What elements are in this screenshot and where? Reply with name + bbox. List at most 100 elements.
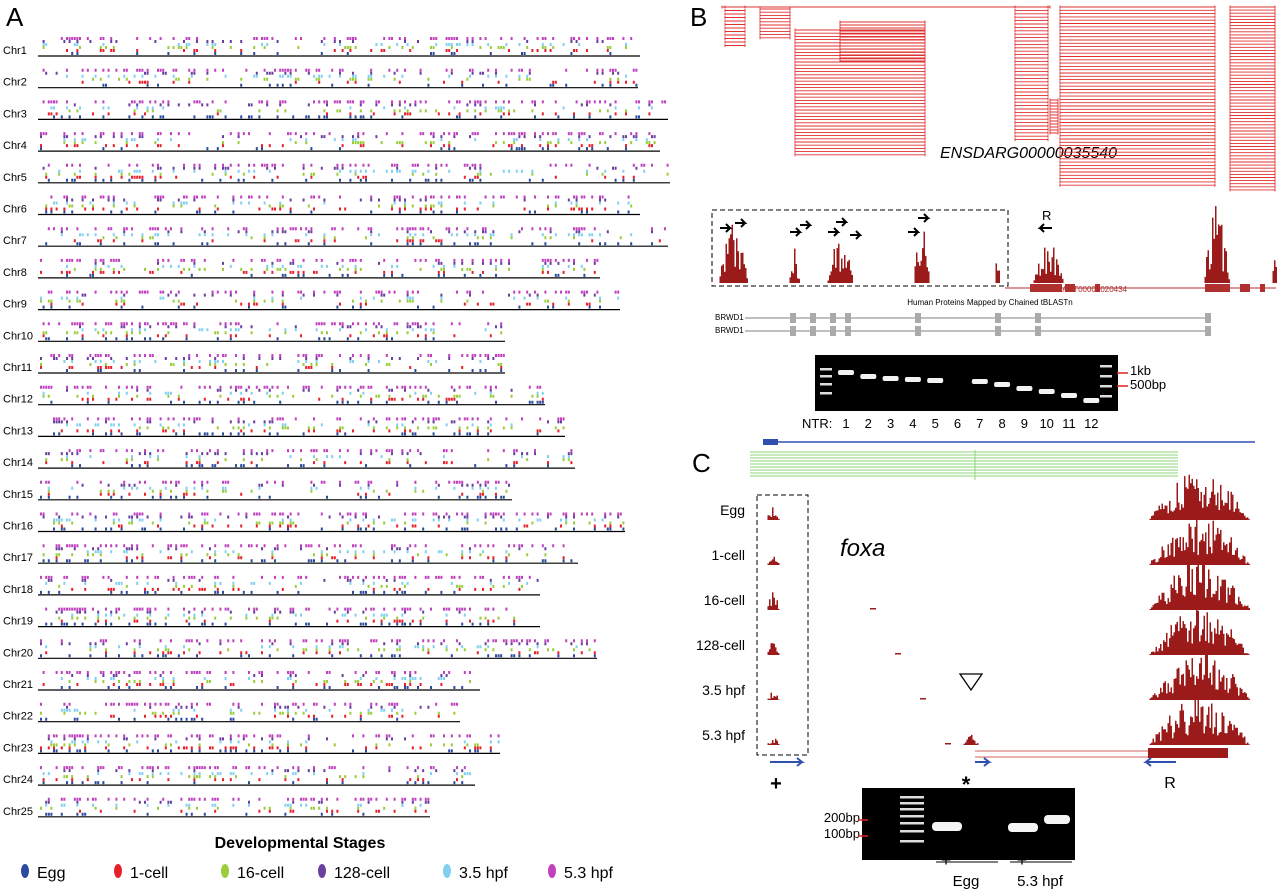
read-coverage: [920, 698, 926, 700]
exon: [1148, 748, 1228, 758]
stage-marks: [42, 683, 443, 686]
gel-band: [927, 378, 944, 383]
gel-band: [904, 377, 921, 382]
stage-marks: [53, 201, 630, 205]
legend-swatch: [548, 864, 556, 878]
primer-arrow: [800, 220, 813, 230]
exon: [763, 439, 778, 445]
stage-marks: [66, 198, 607, 202]
triangle-marker: [958, 673, 984, 692]
ladder-band: [1100, 375, 1112, 378]
legend-title: Developmental Stages: [215, 835, 386, 852]
stage-marks: [42, 671, 471, 674]
gel-band: [971, 379, 988, 384]
stage-marks: [63, 775, 464, 779]
stage-marks: [47, 797, 430, 801]
read-coverage: [1148, 561, 1250, 610]
stage-marks: [63, 141, 656, 145]
stage-marks: [45, 800, 430, 804]
stage-marks: [50, 195, 630, 199]
stage-marks: [45, 452, 573, 456]
gel-group: Egg: [953, 873, 980, 890]
stage-marks: [42, 68, 638, 72]
stage-marks: [71, 674, 448, 677]
read-coverage: [788, 248, 800, 283]
stage-marks: [79, 325, 503, 329]
gel-band: [860, 374, 877, 379]
chromosome-label: Chr19: [3, 616, 33, 628]
stage-marks: [60, 708, 404, 712]
dashed-box: [711, 209, 1009, 287]
ladder-band: [1100, 365, 1112, 368]
stage-marks: [47, 290, 620, 294]
stage-marks: [53, 115, 640, 119]
lane-number: 5: [932, 416, 939, 431]
stage-marks: [42, 559, 573, 563]
lane-number: 10: [1039, 416, 1053, 431]
read-coverage: [766, 592, 780, 610]
stage-marks: [40, 717, 399, 721]
primer-arrow: [850, 230, 863, 240]
stage-marks: [60, 37, 633, 40]
ladder-band: [820, 375, 832, 378]
stage-marks: [60, 429, 560, 433]
ladder-band: [900, 802, 924, 805]
transcript-id: ENSDART00000020434: [1040, 285, 1128, 294]
stage-marks: [40, 258, 599, 262]
stage-marks: [73, 239, 661, 243]
lane-number: 9: [1021, 416, 1028, 431]
primer-arrow: [836, 217, 849, 227]
read-coverage: [1148, 697, 1250, 745]
stage-marks: [60, 230, 654, 234]
protein-block: [830, 313, 836, 323]
stage-marks: [47, 227, 667, 231]
stage-marks: [40, 642, 588, 646]
stage-marks: [45, 461, 573, 465]
stage-marks: [50, 400, 544, 404]
protein-block: [830, 326, 836, 336]
chromosome-label: Chr16: [3, 521, 33, 533]
stage-marks: [40, 766, 466, 770]
read-coverage: [826, 243, 853, 283]
chromosome-label: Chr20: [3, 647, 33, 659]
dashed-box: [756, 494, 809, 756]
legend-swatch: [221, 864, 229, 878]
stage-marks: [42, 40, 604, 43]
stage-marks: [40, 639, 596, 643]
chromosome-label: Chr22: [3, 711, 33, 723]
chromosome-label: Chr21: [3, 679, 33, 691]
stage-marks: [138, 426, 565, 430]
stage-marks: [40, 144, 653, 148]
ladder-band: [900, 822, 924, 825]
stage-marks: [47, 489, 508, 493]
stage-marks: [58, 169, 646, 173]
stage-marks: [45, 175, 635, 179]
stage-marks: [42, 166, 638, 170]
stage-marks: [40, 480, 508, 484]
panel-label: C: [692, 448, 711, 478]
chromosome-label: Chr6: [3, 204, 27, 216]
gel-band: [882, 376, 899, 381]
primer-arrow: [735, 218, 748, 228]
stage-marks: [55, 547, 547, 551]
stage-marks: [40, 806, 417, 810]
stage-marks: [40, 299, 601, 303]
stage-marks: [50, 302, 591, 306]
stage-marks: [40, 746, 492, 750]
stage-marks: [40, 357, 495, 360]
stage-marks: [50, 354, 505, 357]
lane-label: +: [1017, 850, 1028, 870]
stage-marks: [71, 464, 549, 468]
chromosome-label: Chr3: [3, 108, 27, 120]
gel-group: 5.3 hpf: [1017, 873, 1064, 890]
read-coverage: [766, 738, 780, 745]
stage-marks: [63, 769, 464, 773]
stage-marks: [86, 550, 508, 554]
stage-marks: [71, 613, 466, 617]
gel-band: [1083, 398, 1100, 403]
stage-marks: [110, 714, 440, 718]
stage-marks: [53, 432, 539, 436]
panel-label: B: [690, 2, 707, 32]
chromosome-label: Chr1: [3, 45, 27, 57]
